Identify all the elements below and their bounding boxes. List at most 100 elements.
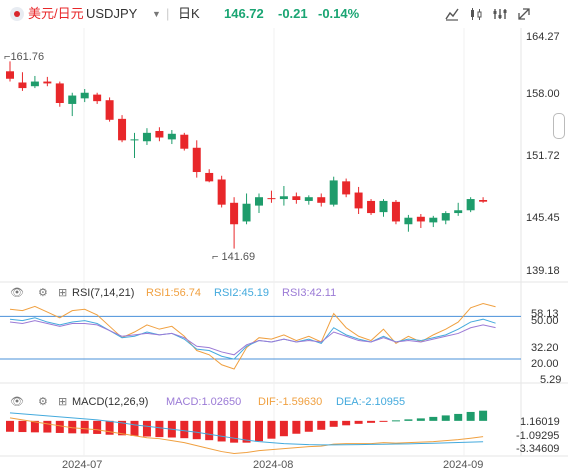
candle-body [367,200,376,214]
price-axis-label: 151.72 [526,150,560,162]
candle-body [391,201,400,222]
rsi1-value: RSI1:56.74 [146,287,202,299]
symbol-title[interactable]: 美元/日元 [28,6,84,21]
candle-body [167,133,176,140]
candle-body [192,147,201,173]
candle-body [230,202,239,225]
macd-histogram-bar [68,420,77,434]
macd-histogram-bar [466,411,475,421]
candle-body [317,197,326,203]
macd-histogram-bar [18,420,27,433]
candle-body [217,179,226,205]
ticker-symbol[interactable]: USDJPY [86,6,138,21]
price-axis-label: 139.18 [526,265,560,277]
period-selector[interactable]: 日K [178,6,200,21]
macd-title[interactable]: MACD(12,26,9) [72,396,149,408]
low-value: 141.69 [221,251,256,263]
rsi-axis-label: 32.20 [531,342,559,354]
macd-histogram-bar [242,420,251,443]
expand-icon[interactable]: ⊞ [58,396,68,408]
macd-axis-label: -1.09295 [516,430,560,442]
candle-body [130,139,139,141]
macd-histogram-bar [118,420,127,436]
candle-body [242,203,251,222]
candle-body [55,83,64,104]
candle-body [304,197,313,201]
macd-histogram-bar [55,420,64,433]
candle-body [93,94,102,102]
candle-body [80,92,89,99]
macd-histogram-bar [479,410,488,421]
candle-body [255,197,263,206]
macd-histogram-bar [93,420,102,434]
eye-icon[interactable]: 👁 [10,287,24,299]
rsi-title[interactable]: RSI(7,14,21) [72,287,135,299]
candle-body [329,180,338,205]
rsi-axis-label: 50.00 [531,315,559,327]
macd-axis-label: -3.34609 [516,443,560,455]
date-axis-label: 2024-07 [62,459,103,471]
candle-body [6,71,14,79]
low-annotation: ⌐ 141.69 [212,251,256,263]
chart-header: 美元/日元 USDJPY ▼ | 日K 146.72 -0.21 -0.14% [0,0,568,28]
candle-body [267,198,276,200]
gear-icon[interactable]: ⚙ [38,287,48,299]
rsi-axis-label: 58.13 [531,308,559,320]
price-axis-label: 164.27 [526,31,560,43]
dea-line [9,412,484,446]
candle-body [43,81,52,84]
macd-histogram-bar [454,413,463,421]
macd-histogram-bar [404,419,413,421]
rsi3-value: RSI3:42.11 [282,287,337,299]
candle-body [479,200,488,202]
price-axis-label: 145.45 [526,212,560,224]
candle-body [279,196,288,200]
candle-type-icon[interactable] [468,6,484,22]
macd-histogram-bar [354,420,363,424]
macd-axis-label: 1.16019 [520,416,560,428]
candle-body [292,196,301,200]
macd-histogram-bar [155,420,164,438]
currency-flag-icon [10,7,24,21]
price-change: -0.21 [278,6,308,21]
macd-histogram-bar [342,420,351,426]
candle-body [416,216,425,222]
macd-histogram-bar [429,416,438,421]
macd-histogram-bar [217,420,226,442]
rsi-axis-label: 5.29 [540,374,562,386]
indicator-settings-icon[interactable] [492,6,508,22]
price-chart[interactable] [0,28,568,473]
macd-histogram-bar [255,420,263,442]
macd-histogram-bar [441,415,450,421]
macd-histogram-bar [391,420,400,422]
candle-body [142,132,151,142]
candle-body [379,200,388,213]
macd-histogram-bar [80,420,89,434]
candle-body [105,100,114,120]
price-change-percent: -0.14% [318,6,360,21]
collapse-icon[interactable] [516,6,532,22]
macd-histogram-bar [192,420,201,440]
candle-body [205,172,214,182]
scroll-handle-icon[interactable] [553,113,565,139]
dif-line [9,417,484,455]
high-annotation: ⌐161.76 [4,51,45,63]
header-divider: | [166,6,170,21]
gear-icon[interactable]: ⚙ [38,396,48,408]
draw-icon[interactable] [444,6,460,22]
macd-histogram-bar [317,420,326,430]
date-axis-label: 2024-08 [253,459,294,471]
candle-body [354,192,363,209]
expand-icon[interactable]: ⊞ [58,287,68,299]
macd-histogram-bar [43,420,52,433]
macd-histogram-bar [180,420,189,439]
macd-histogram-bar [279,420,288,437]
dif-value: DIF:-1.59630 [258,396,323,408]
eye-icon[interactable]: 👁 [10,396,24,408]
dea-value: DEA:-2.10955 [336,396,406,408]
macd-histogram-bar [367,420,376,423]
candle-body [118,118,127,141]
rsi2-value: RSI2:45.19 [214,287,270,299]
candle-body [68,95,77,104]
chevron-down-icon[interactable]: ▼ [152,9,161,19]
